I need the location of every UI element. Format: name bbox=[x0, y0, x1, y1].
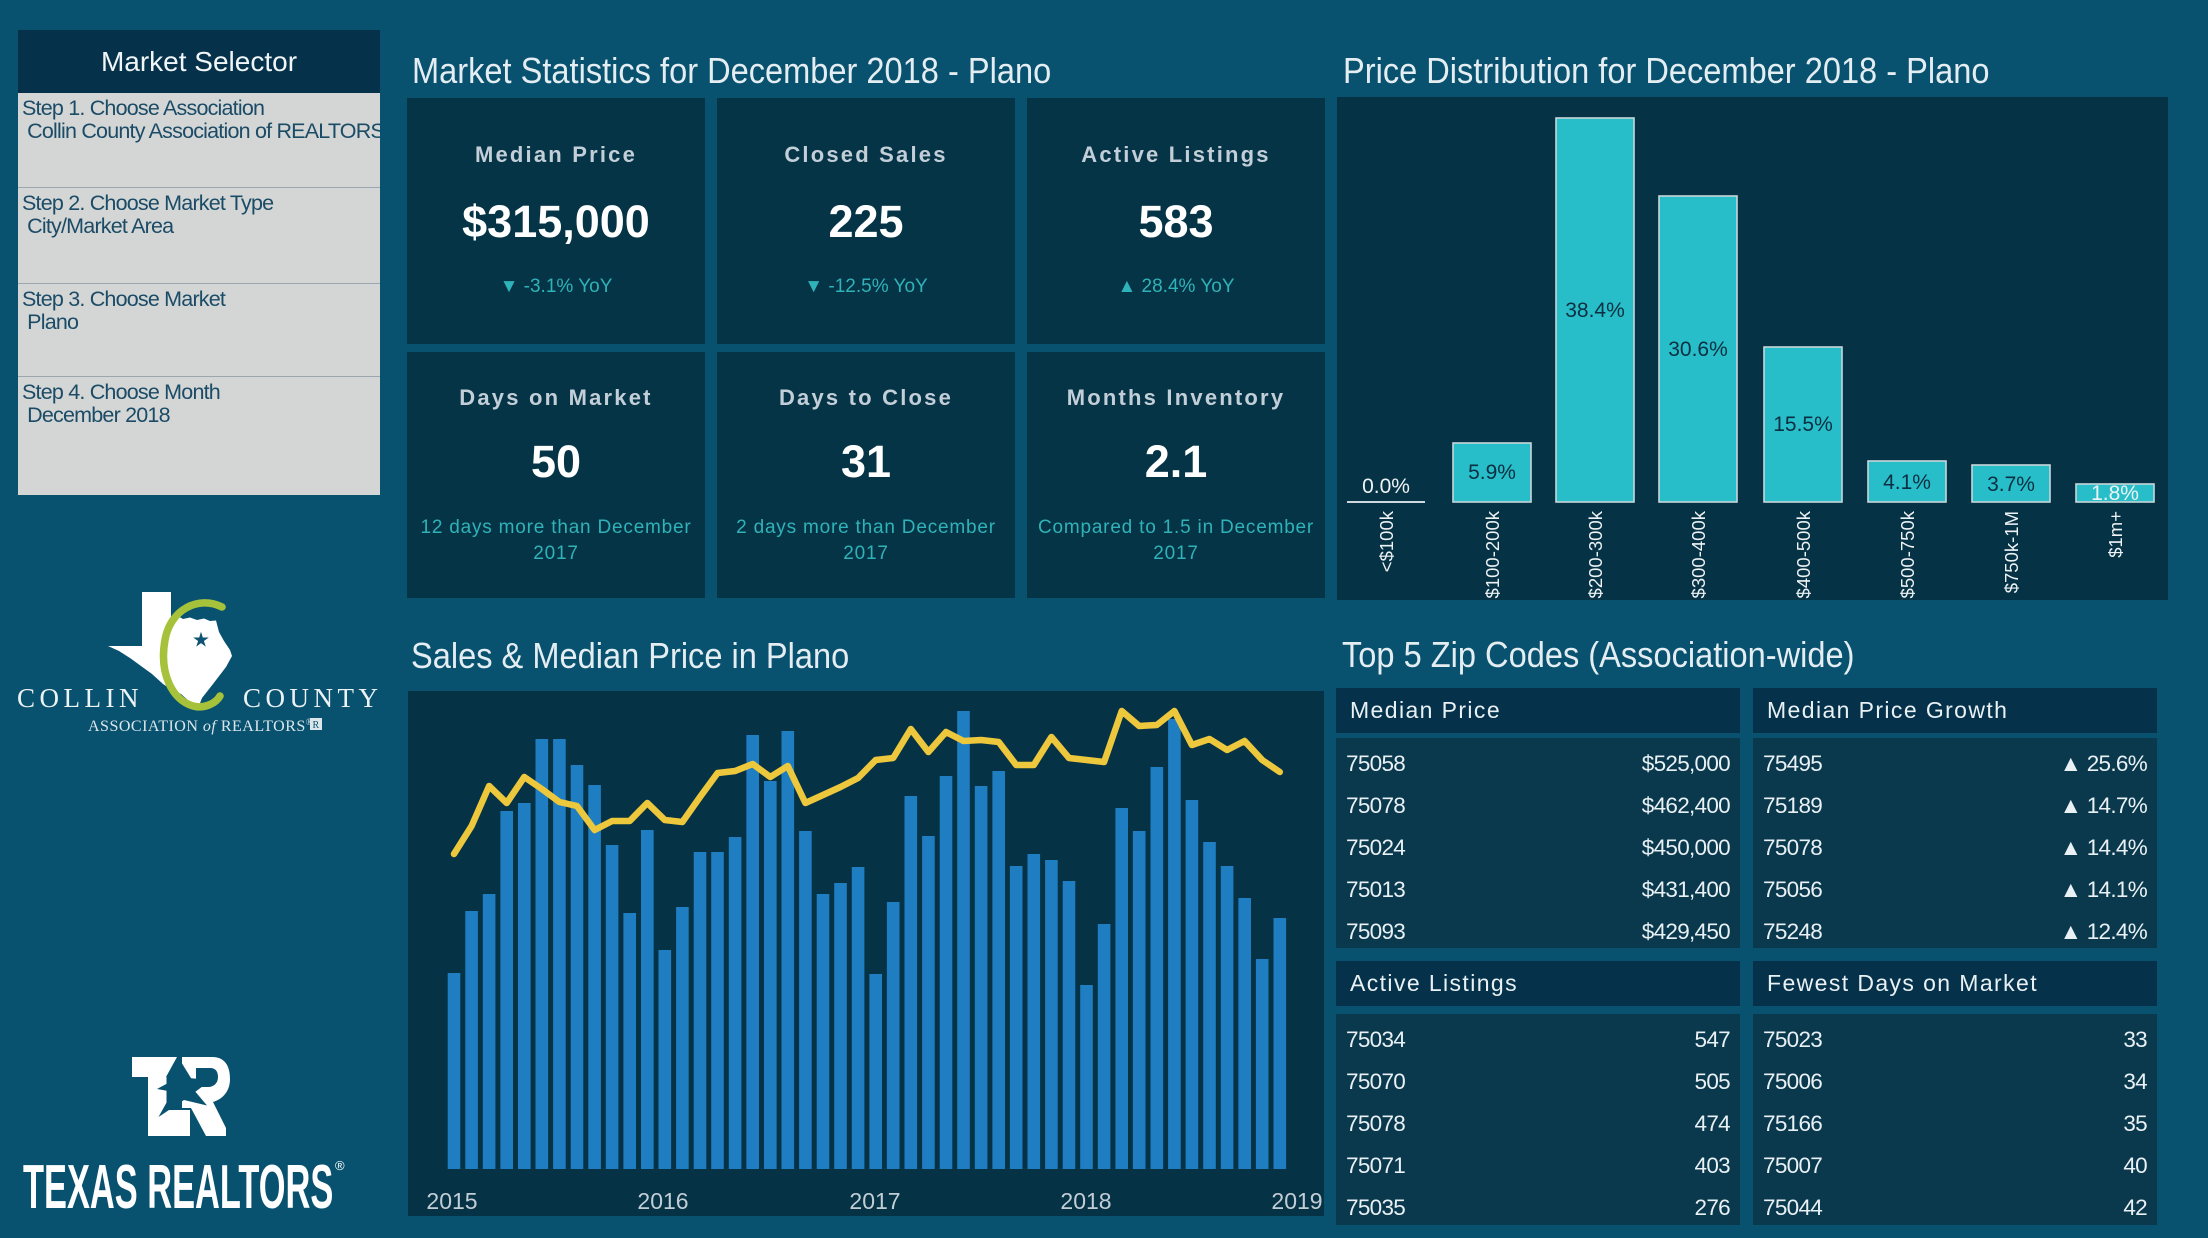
svg-text:TEXAS REALTORS: TEXAS REALTORS bbox=[23, 1152, 333, 1221]
svg-text:COUNTY: COUNTY bbox=[243, 683, 383, 713]
svg-text:ASSOCIATION of REALTORS®: ASSOCIATION of REALTORS® bbox=[88, 717, 313, 735]
svg-text:2015: 2015 bbox=[426, 1188, 477, 1214]
svg-text:30.6%: 30.6% bbox=[1668, 338, 1728, 361]
svg-text:R: R bbox=[313, 720, 320, 731]
svg-text:COLLIN: COLLIN bbox=[17, 683, 143, 713]
svg-text:$750k-1M: $750k-1M bbox=[2001, 511, 2022, 593]
svg-text:2018: 2018 bbox=[1060, 1188, 1111, 1214]
svg-text:3.7%: 3.7% bbox=[1987, 473, 2035, 496]
svg-text:38.4%: 38.4% bbox=[1565, 299, 1625, 322]
svg-text:$500-750k: $500-750k bbox=[1897, 510, 1918, 598]
svg-text:0.0%: 0.0% bbox=[1362, 475, 1410, 498]
svg-text:1.8%: 1.8% bbox=[2091, 482, 2139, 505]
svg-text:5.9%: 5.9% bbox=[1468, 461, 1516, 484]
svg-text:2017: 2017 bbox=[849, 1188, 900, 1214]
svg-text:15.5%: 15.5% bbox=[1773, 413, 1833, 436]
svg-text:$300-400k: $300-400k bbox=[1688, 510, 1709, 598]
svg-text:$200-300k: $200-300k bbox=[1585, 510, 1606, 598]
svg-text:$400-500k: $400-500k bbox=[1793, 510, 1814, 598]
svg-text:$1m+: $1m+ bbox=[2105, 511, 2126, 558]
svg-text:4.1%: 4.1% bbox=[1883, 471, 1931, 494]
svg-text:2016: 2016 bbox=[637, 1188, 688, 1214]
svg-text:<$100k: <$100k bbox=[1376, 510, 1397, 572]
svg-text:$100-200k: $100-200k bbox=[1482, 510, 1503, 598]
svg-text:®: ® bbox=[335, 1158, 345, 1173]
svg-text:2019: 2019 bbox=[1271, 1188, 1322, 1214]
